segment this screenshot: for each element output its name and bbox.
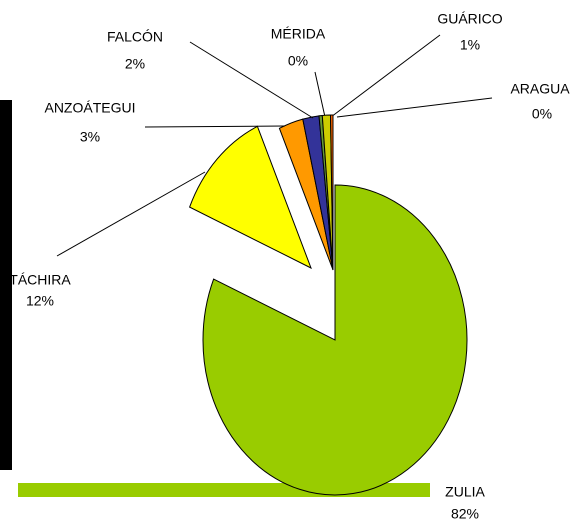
slice-value-label: 3% bbox=[80, 129, 100, 145]
leader-line bbox=[189, 41, 314, 119]
leader-line bbox=[314, 71, 326, 118]
slice-label: GUÁRICO bbox=[437, 11, 502, 27]
slice-value-label: 1% bbox=[460, 37, 480, 53]
pie-slice bbox=[330, 114, 334, 271]
slice-label: ARAGUA bbox=[510, 81, 570, 97]
slice-value-label: 12% bbox=[26, 293, 54, 309]
leader-line bbox=[56, 171, 206, 257]
pie-slice bbox=[202, 184, 468, 496]
slice-label: MÉRIDA bbox=[271, 26, 326, 42]
slice-label: TÁCHIRA bbox=[9, 272, 71, 288]
slice-value-label: 0% bbox=[532, 106, 552, 122]
leader-line bbox=[330, 34, 441, 118]
pie-slice bbox=[189, 125, 312, 270]
leader-line bbox=[144, 125, 286, 128]
frame-edge bbox=[0, 100, 12, 470]
slice-label: ANZOÁTEGUI bbox=[44, 100, 135, 116]
slice-label: FALCÓN bbox=[107, 29, 163, 45]
slice-value-label: 2% bbox=[125, 56, 145, 72]
slice-value-label: 82% bbox=[451, 506, 479, 522]
leader-line bbox=[336, 97, 493, 118]
slice-value-label: 0% bbox=[288, 53, 308, 69]
slice-label: ZULIA bbox=[445, 484, 485, 500]
